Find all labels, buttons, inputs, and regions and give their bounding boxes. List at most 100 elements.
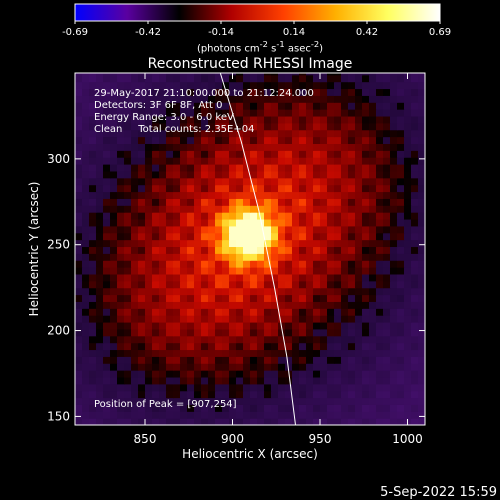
heatmap-cell [348, 383, 356, 392]
heatmap-cell [327, 349, 335, 357]
heatmap-cell [383, 253, 391, 261]
heatmap-cell [320, 287, 328, 296]
heatmap-cell [82, 157, 90, 165]
heatmap-cell [369, 81, 377, 90]
heatmap-cell [173, 335, 181, 344]
heatmap-cell [299, 205, 307, 213]
heatmap-cell [110, 177, 118, 186]
heatmap-cell [306, 308, 314, 316]
heatmap-cell [75, 294, 83, 302]
heatmap-cell [229, 260, 237, 268]
heatmap-cell [383, 260, 391, 268]
heatmap-cell [348, 342, 356, 351]
heatmap-cell [376, 328, 384, 337]
heatmap-cell [103, 397, 111, 405]
heatmap-cell [348, 102, 356, 110]
heatmap-cell [418, 109, 425, 117]
heatmap-cell [82, 73, 90, 76]
heatmap-cell [201, 253, 209, 261]
heatmap-cell [152, 143, 160, 151]
heatmap-cell [250, 342, 258, 351]
heatmap-cell [369, 308, 377, 316]
heatmap-cell [201, 109, 209, 117]
heatmap-cell [299, 418, 307, 425]
heatmap-cell [299, 376, 307, 385]
heatmap-cell [124, 253, 132, 261]
heatmap-cell [243, 212, 251, 220]
heatmap-cell [250, 73, 258, 76]
heatmap-cell [152, 335, 160, 344]
heatmap-cell [306, 115, 314, 124]
heatmap-cell [285, 170, 293, 179]
heatmap-cell [292, 411, 300, 419]
heatmap-cell [194, 218, 202, 227]
heatmap-cell [110, 136, 118, 144]
heatmap-cell [355, 321, 363, 330]
heatmap-cell [264, 356, 272, 364]
heatmap-cell [89, 390, 97, 399]
heatmap-cell [411, 205, 419, 213]
heatmap-cell [383, 411, 391, 419]
heatmap-cell [180, 212, 188, 220]
heatmap-cell [271, 205, 279, 213]
heatmap-cell [110, 102, 118, 110]
heatmap-cell [390, 81, 398, 90]
heatmap-cell [138, 397, 146, 405]
heatmap-cell [306, 81, 314, 90]
heatmap-cell [208, 170, 216, 179]
heatmap-cell [285, 115, 293, 124]
heatmap-cell [222, 81, 230, 90]
heatmap-cell [397, 383, 405, 392]
heatmap-cell [138, 315, 146, 323]
heatmap-cell [180, 122, 188, 131]
heatmap-cell [152, 184, 160, 193]
heatmap-cell [201, 218, 209, 227]
heatmap-cell [292, 404, 300, 412]
heatmap-cell [292, 246, 300, 254]
heatmap-cell [117, 122, 125, 131]
heatmap-cell [229, 356, 237, 364]
heatmap-cell [257, 102, 265, 110]
heatmap-cell [334, 287, 342, 296]
heatmap-cell [243, 164, 251, 172]
heatmap-cell [75, 280, 83, 289]
heatmap-cell [369, 212, 377, 220]
heatmap-cell [138, 102, 146, 110]
heatmap-cell [306, 170, 314, 179]
heatmap-cell [390, 157, 398, 165]
heatmap-cell [166, 143, 174, 151]
heatmap-cell [117, 136, 125, 144]
heatmap-cell [285, 95, 293, 103]
heatmap-cell [208, 198, 216, 206]
heatmap-cell [355, 383, 363, 392]
heatmap-cell [397, 335, 405, 344]
heatmap-cell [201, 370, 209, 378]
heatmap-cell [229, 150, 237, 158]
heatmap-cell [124, 260, 132, 268]
heatmap-cell [313, 232, 321, 241]
heatmap-cell [236, 184, 244, 193]
heatmap-cell [418, 370, 425, 378]
heatmap-cell [278, 418, 286, 425]
heatmap-cell [404, 129, 412, 138]
heatmap-cell [166, 397, 174, 405]
heatmap-cell [110, 191, 118, 199]
heatmap-cell [201, 363, 209, 371]
heatmap-cell [355, 280, 363, 289]
heatmap-cell [82, 115, 90, 124]
heatmap-cell [376, 280, 384, 289]
heatmap-cell [89, 253, 97, 261]
heatmap-cell [82, 383, 90, 392]
heatmap-cell [306, 239, 314, 248]
heatmap-cell [306, 102, 314, 110]
heatmap-cell [82, 129, 90, 138]
heatmap-cell [341, 170, 349, 179]
heatmap-cell [299, 225, 307, 234]
heatmap-cell [348, 88, 356, 96]
heatmap-cell [411, 198, 419, 206]
heatmap-cell [243, 404, 251, 412]
heatmap-cell [376, 321, 384, 330]
heatmap-cell [257, 335, 265, 344]
heatmap-cell [271, 191, 279, 199]
colorbar-tick-label: 0.69 [429, 27, 451, 38]
